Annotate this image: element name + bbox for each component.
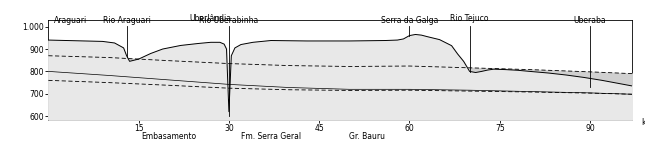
Text: Embasamento: Embasamento (141, 132, 196, 141)
Text: Uberaba: Uberaba (573, 16, 606, 25)
Text: Uberlândia: Uberlândia (190, 14, 232, 23)
Text: Fm. Serra Geral: Fm. Serra Geral (241, 132, 301, 141)
Text: Rio Uberabinha: Rio Uberabinha (199, 16, 259, 25)
Text: km: km (641, 118, 645, 127)
Text: Araguari: Araguari (54, 16, 88, 25)
Text: Serra da Galga: Serra da Galga (381, 16, 438, 25)
Text: Rio Tejuco: Rio Tejuco (450, 14, 489, 23)
Text: Gr. Bauru: Gr. Bauru (350, 132, 385, 141)
Text: Rio Araguari: Rio Araguari (103, 16, 150, 25)
